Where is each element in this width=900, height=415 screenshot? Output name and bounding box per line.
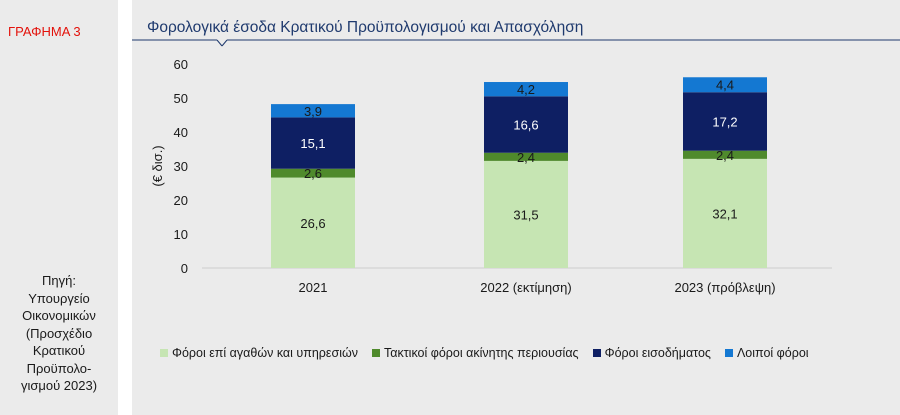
- data-label: 26,6: [300, 216, 325, 231]
- bar-segment: [484, 160, 568, 268]
- legend-item: Λοιποί φόροι: [724, 346, 809, 360]
- data-label: 2,6: [304, 166, 322, 181]
- x-tick-label: 2023 (πρόβλεψη): [674, 280, 775, 295]
- bar-segment: [271, 104, 355, 118]
- source-line: (Προσχέδιο: [25, 325, 93, 341]
- legend-label: Λοιποί φόροι: [736, 346, 809, 360]
- y-tick-label: 10: [174, 227, 188, 242]
- data-label: 15,1: [300, 136, 325, 151]
- bar-segment: [683, 92, 767, 151]
- source-line: Προϋπολο-: [26, 360, 92, 376]
- source-line: Οικονομικών: [22, 308, 96, 323]
- bar-segment: [484, 82, 568, 97]
- figure-label: ΓΡΑΦΗΜΑ 3: [8, 24, 81, 39]
- y-tick-label: 0: [181, 261, 188, 276]
- sidebar: ΓΡΑΦΗΜΑ 3 Πηγή: Υπουργείο Οικονομικών (Π…: [0, 0, 118, 415]
- y-tick-label: 40: [174, 125, 188, 140]
- legend-label: Τακτικοί φόροι ακίνητης περιουσίας: [384, 346, 579, 360]
- legend-swatch: [724, 349, 733, 357]
- bar-segment: [271, 168, 355, 178]
- y-tick-label: 30: [174, 159, 188, 174]
- legend-swatch: [592, 349, 601, 357]
- x-tick-label: 2021: [299, 280, 328, 295]
- legend-item: Τακτικοί φόροι ακίνητης περιουσίας: [372, 346, 579, 360]
- data-label: 31,5: [513, 207, 538, 222]
- bar-segment: [683, 150, 767, 159]
- source-line: Υπουργείο: [28, 290, 90, 306]
- legend-label: Φόροι εισοδήματος: [604, 346, 711, 360]
- legend-swatch: [160, 349, 168, 357]
- legend-swatch: [372, 349, 380, 357]
- bar-segment: [271, 117, 355, 169]
- legend: Φόροι επί αγαθών και υπηρεσιών Τακτικοί …: [160, 346, 900, 360]
- y-tick-label: 60: [174, 57, 188, 72]
- bar-segment: [484, 152, 568, 161]
- bar-segment: [484, 96, 568, 153]
- data-label: 4,2: [517, 82, 535, 97]
- bar-segment: [271, 177, 355, 268]
- data-label: 17,2: [712, 114, 737, 129]
- data-label: 32,1: [712, 206, 737, 221]
- bar-segment: [683, 158, 767, 268]
- data-label: 16,6: [513, 118, 538, 133]
- gutter: [118, 0, 132, 415]
- source-line: Πηγή:: [42, 273, 76, 288]
- chart-title: Φορολογικά έσοδα Κρατικού Προϋπολογισμού…: [147, 19, 584, 36]
- data-label: 2,4: [517, 150, 535, 165]
- y-axis-label: (€ δισ.): [150, 145, 165, 186]
- data-label: 3,9: [304, 104, 322, 119]
- data-label: 2,4: [716, 148, 734, 163]
- title-rule: [132, 39, 900, 47]
- bar-segment: [683, 77, 767, 93]
- source-line: γισμού 2023): [20, 378, 98, 393]
- legend-label: Φόροι επί αγαθών και υπηρεσιών: [172, 346, 358, 360]
- source-note: Πηγή: Υπουργείο Οικονομικών (Προσχέδιο Κ…: [4, 272, 114, 395]
- y-tick-label: 20: [174, 193, 188, 208]
- stacked-bar-chart: 0 10 20 30 40 50 60 (€ δισ.) 26,6 2,6 15,1 3,9 2021 3…: [150, 57, 832, 295]
- legend-item: Φόροι επί αγαθών και υπηρεσιών: [160, 346, 358, 360]
- data-label: 4,4: [716, 78, 734, 93]
- y-tick-label: 50: [174, 91, 188, 106]
- x-tick-label: 2022 (εκτίμηση): [480, 280, 571, 295]
- legend-item: Φόροι εισοδήματος: [592, 346, 711, 360]
- source-line: Κρατικού: [32, 343, 86, 358]
